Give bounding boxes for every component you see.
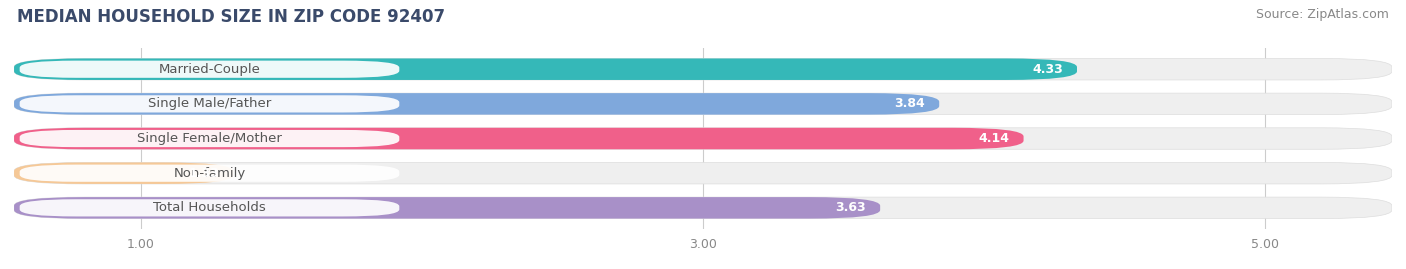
Text: Single Male/Father: Single Male/Father bbox=[148, 97, 271, 110]
FancyBboxPatch shape bbox=[14, 58, 1077, 80]
FancyBboxPatch shape bbox=[14, 93, 939, 115]
FancyBboxPatch shape bbox=[20, 165, 399, 182]
Text: Non-family: Non-family bbox=[173, 167, 246, 180]
FancyBboxPatch shape bbox=[20, 61, 399, 78]
FancyBboxPatch shape bbox=[20, 95, 399, 112]
Text: 1.33: 1.33 bbox=[188, 167, 219, 180]
Text: 4.33: 4.33 bbox=[1032, 63, 1063, 76]
FancyBboxPatch shape bbox=[14, 93, 1392, 115]
FancyBboxPatch shape bbox=[14, 162, 1392, 184]
Text: Single Female/Mother: Single Female/Mother bbox=[136, 132, 283, 145]
FancyBboxPatch shape bbox=[14, 197, 1392, 219]
Text: 3.63: 3.63 bbox=[835, 201, 866, 214]
FancyBboxPatch shape bbox=[20, 199, 399, 217]
Text: 4.14: 4.14 bbox=[979, 132, 1010, 145]
Text: Source: ZipAtlas.com: Source: ZipAtlas.com bbox=[1256, 8, 1389, 21]
FancyBboxPatch shape bbox=[14, 128, 1024, 149]
Text: 3.84: 3.84 bbox=[894, 97, 925, 110]
Text: Total Households: Total Households bbox=[153, 201, 266, 214]
FancyBboxPatch shape bbox=[20, 130, 399, 147]
FancyBboxPatch shape bbox=[14, 58, 1392, 80]
FancyBboxPatch shape bbox=[14, 197, 880, 219]
Text: Married-Couple: Married-Couple bbox=[159, 63, 260, 76]
FancyBboxPatch shape bbox=[14, 162, 233, 184]
FancyBboxPatch shape bbox=[14, 128, 1392, 149]
Text: MEDIAN HOUSEHOLD SIZE IN ZIP CODE 92407: MEDIAN HOUSEHOLD SIZE IN ZIP CODE 92407 bbox=[17, 8, 444, 26]
